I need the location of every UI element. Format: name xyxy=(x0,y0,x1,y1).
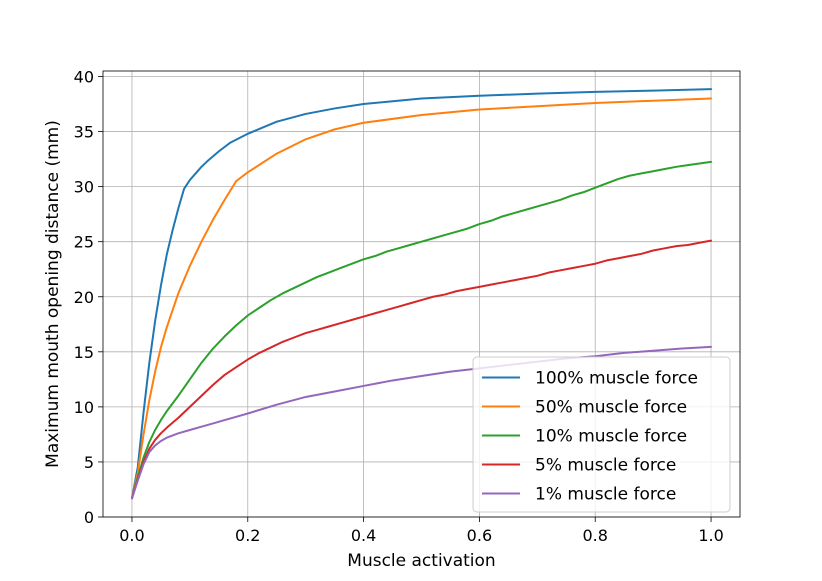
y-tick-label: 10 xyxy=(74,398,94,417)
axis-ticks: 0.0 0.2 0.4 0.6 0.8 1.0 0 5 10 15 20 25 30 35 40 xyxy=(74,68,724,545)
legend-box xyxy=(472,356,731,513)
series-lines xyxy=(130,88,713,500)
plot-frame xyxy=(102,70,741,518)
y-axis-label: Maximum mouth opening distance (mm) xyxy=(43,120,63,468)
y-tick-label: 25 xyxy=(74,233,94,252)
y-tick-label: 15 xyxy=(74,343,94,362)
series-line-3 xyxy=(130,160,713,500)
legend-entry-label: 100% muscle force xyxy=(535,369,698,389)
x-tick-label: 0.0 xyxy=(119,526,144,545)
y-tick-label: 30 xyxy=(74,178,94,197)
y-tick-label: 0 xyxy=(84,508,94,527)
legend-entry-label: 50% muscle force xyxy=(535,398,687,418)
y-tick-label: 35 xyxy=(74,123,94,142)
x-tick-label: 0.8 xyxy=(583,526,608,545)
series-line-2 xyxy=(130,97,713,500)
x-tick-label: 0.4 xyxy=(351,526,376,545)
series-line-4 xyxy=(130,239,713,500)
legend-entry-label: 1% muscle force xyxy=(535,485,676,505)
x-tick-label: 1.0 xyxy=(698,526,723,545)
x-tick-label: 0.6 xyxy=(467,526,492,545)
legend-entry-label: 10% muscle force xyxy=(535,427,687,447)
x-axis-label: Muscle activation xyxy=(347,551,495,571)
legend-entry-label: 5% muscle force xyxy=(535,456,676,476)
legend: 100% muscle force 50% muscle force 10% mus… xyxy=(472,356,731,513)
y-tick-label: 5 xyxy=(84,453,94,472)
x-tick-label: 0.2 xyxy=(235,526,260,545)
series-line-1 xyxy=(130,88,713,500)
grid xyxy=(103,71,740,518)
y-tick-label: 20 xyxy=(74,288,94,307)
y-tick-label: 40 xyxy=(74,68,94,87)
